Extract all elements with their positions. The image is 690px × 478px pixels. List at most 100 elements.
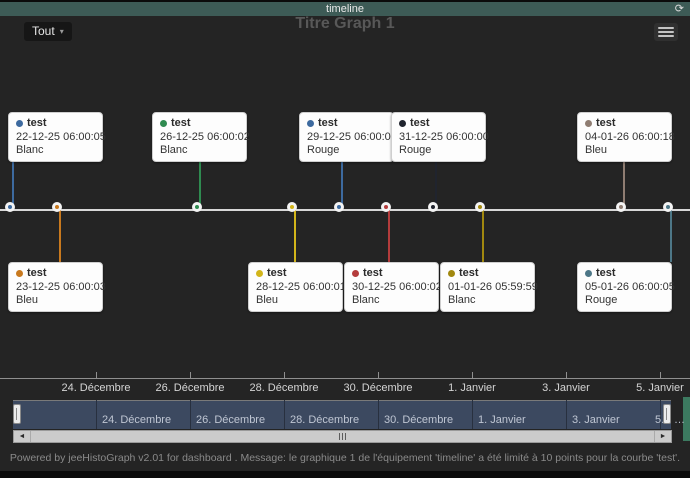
timeline-point[interactable] — [334, 202, 344, 212]
event-datetime: 05-01-26 06:00:05 — [585, 281, 675, 293]
navigator-handle-left[interactable] — [13, 404, 21, 424]
navigator-track[interactable] — [13, 400, 671, 429]
footer-message: Powered by jeeHistoGraph v2.01 for dashb… — [9, 452, 681, 464]
event-value: Blanc — [160, 144, 188, 156]
event-card[interactable]: test 01-01-26 05:59:59 Blanc — [440, 262, 538, 312]
timeline-point[interactable] — [287, 202, 297, 212]
event-datetime: 30-12-25 06:00:02 — [352, 281, 442, 293]
x-axis-tick — [472, 372, 473, 378]
timeline-point[interactable] — [616, 202, 626, 212]
series-marker-icon — [160, 120, 167, 127]
timeline-axis — [0, 209, 690, 211]
x-axis-label: 5. Janvier — [636, 382, 684, 394]
event-connector — [482, 210, 484, 262]
series-marker-icon — [448, 270, 455, 277]
event-datetime: 28-12-25 06:00:01 — [256, 281, 346, 293]
event-card[interactable]: test 23-12-25 06:00:03 Bleu — [8, 262, 106, 312]
x-axis-tick — [96, 372, 97, 378]
timeline-point[interactable] — [381, 202, 391, 212]
event-value: Blanc — [352, 294, 380, 306]
event-value: Bleu — [256, 294, 279, 306]
event-connector — [12, 161, 14, 210]
navigator-label: 28. Décembre — [290, 414, 360, 426]
event-datetime: 31-12-25 06:00:00 — [399, 131, 489, 143]
horizontal-scrollbar[interactable]: ◄ ► — [13, 430, 672, 443]
event-series-name: test — [267, 267, 287, 279]
navigator-label: 3. Janvier — [572, 414, 620, 426]
navigator-gridline — [660, 400, 661, 429]
event-card[interactable]: test 22-12-25 06:00:05 Blanc — [8, 112, 106, 162]
navigator-label: 26. Décembre — [196, 414, 266, 426]
edge-accent-strip — [683, 397, 690, 441]
timeline-point[interactable] — [475, 202, 485, 212]
timeline-point[interactable] — [192, 202, 202, 212]
widget-titlebar: timeline ⟳ — [0, 2, 690, 16]
event-connector — [623, 161, 625, 210]
event-connector — [294, 210, 296, 262]
event-series-name: test — [363, 267, 383, 279]
event-series-name: test — [459, 267, 479, 279]
navigator-gridline — [378, 400, 379, 429]
navigator-handle-right[interactable] — [663, 404, 671, 424]
event-series-name: test — [27, 267, 47, 279]
event-card[interactable]: test 29-12-25 06:00:01 Rouge — [299, 112, 397, 162]
series-marker-icon — [307, 120, 314, 127]
series-marker-icon — [352, 270, 359, 277]
event-value: Bleu — [16, 294, 39, 306]
series-filter-label: Tout — [32, 24, 55, 38]
scrollbar-left-arrow[interactable]: ◄ — [14, 431, 31, 442]
x-axis-line — [0, 378, 690, 379]
series-marker-icon — [16, 270, 23, 277]
event-value: Blanc — [16, 144, 44, 156]
event-series-name: test — [27, 117, 47, 129]
x-axis-label: 26. Décembre — [155, 382, 225, 394]
navigator-label-ellipsis: … — [674, 414, 685, 426]
event-card[interactable]: test 30-12-25 06:00:02 Blanc — [344, 262, 442, 312]
event-card[interactable]: test 04-01-26 06:00:18 Bleu — [577, 112, 675, 162]
navigator-label: 24. Décembre — [102, 414, 172, 426]
timeline-point[interactable] — [428, 202, 438, 212]
event-datetime: 26-12-25 06:00:02 — [160, 131, 250, 143]
widget-title: timeline — [326, 3, 364, 15]
x-axis-label: 30. Décembre — [343, 382, 413, 394]
x-axis-label: 1. Janvier — [448, 382, 496, 394]
event-connector — [670, 210, 672, 262]
event-datetime: 29-12-25 06:00:01 — [307, 131, 397, 143]
event-card[interactable]: test 05-01-26 06:00:05 Rouge — [577, 262, 675, 312]
event-series-name: test — [171, 117, 191, 129]
x-axis-label: 28. Décembre — [249, 382, 319, 394]
series-marker-icon — [585, 120, 592, 127]
navigator-gridline — [566, 400, 567, 429]
timeline-point[interactable] — [52, 202, 62, 212]
event-connector — [341, 161, 343, 210]
chart-menu-button[interactable] — [654, 23, 678, 41]
event-value: Rouge — [585, 294, 618, 306]
series-marker-icon — [256, 270, 263, 277]
event-card[interactable]: test 26-12-25 06:00:02 Blanc — [152, 112, 250, 162]
event-value: Rouge — [399, 144, 432, 156]
event-datetime: 04-01-26 06:00:18 — [585, 131, 675, 143]
event-series-name: test — [410, 117, 430, 129]
scrollbar-right-arrow[interactable]: ► — [654, 431, 671, 442]
chart-title: Titre Graph 1 — [295, 15, 395, 32]
event-connector — [435, 161, 437, 210]
event-card[interactable]: test 28-12-25 06:00:01 Bleu — [248, 262, 346, 312]
navigator-gridline — [284, 400, 285, 429]
event-value: Bleu — [585, 144, 608, 156]
burger-line — [658, 27, 674, 29]
series-filter-dropdown[interactable]: Tout ▾ — [24, 22, 72, 41]
event-datetime: 23-12-25 06:00:03 — [16, 281, 106, 293]
navigator-label: 5. — [655, 414, 665, 426]
timeline-point[interactable] — [663, 202, 673, 212]
top-border — [0, 0, 690, 2]
event-card[interactable]: test 31-12-25 06:00:00 Rouge — [391, 112, 489, 162]
event-datetime: 01-01-26 05:59:59 — [448, 281, 538, 293]
event-series-name: test — [318, 117, 338, 129]
scrollbar-grip[interactable] — [338, 433, 347, 440]
series-marker-icon — [399, 120, 406, 127]
timeline-point[interactable] — [5, 202, 15, 212]
series-marker-icon — [16, 120, 23, 127]
x-axis-label: 24. Décembre — [61, 382, 131, 394]
refresh-icon[interactable]: ⟳ — [674, 3, 684, 15]
